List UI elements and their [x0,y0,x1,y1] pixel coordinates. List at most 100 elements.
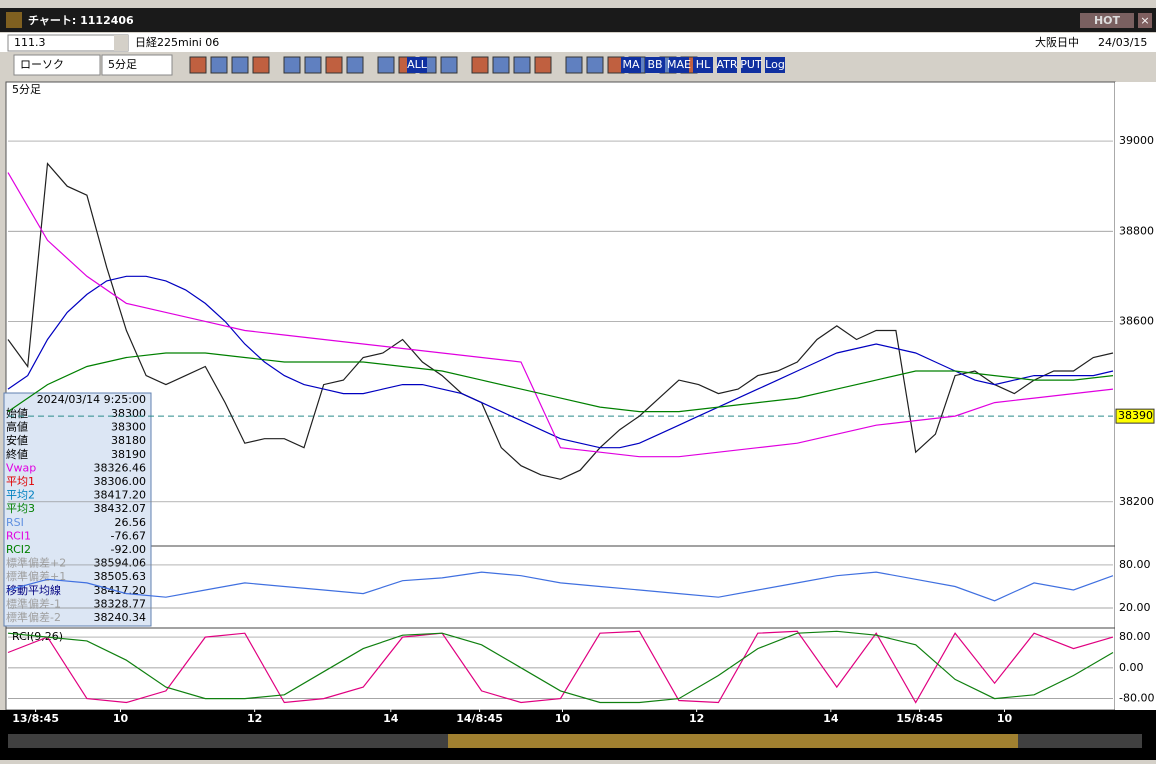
info-datetime: 2024/03/14 9:25:00 [37,393,146,406]
info-label: RCI2 [6,543,31,556]
info-label: 始値 [6,406,28,420]
info-label: 平均3 [6,502,35,515]
y-tick-label: 39000 [1119,134,1154,147]
info-label: 終値 [6,447,28,461]
tool-icon[interactable] [325,56,343,74]
panel-title: 5分足 [12,83,41,96]
hot-label[interactable]: HOT [1094,14,1121,27]
tool-icon[interactable] [645,57,665,73]
info-label: 平均2 [6,489,35,502]
interval[interactable]: 5分足 [108,58,137,71]
tool-icon[interactable] [377,56,395,74]
chart-style[interactable]: ローソク [20,58,64,71]
series-line [7,571,1114,602]
x-tick-label: 12 [247,712,262,725]
info-value: 38432.07 [94,502,147,515]
info-value: 38505.63 [94,570,147,583]
tool-icon[interactable] [471,56,489,74]
hot-button[interactable] [1080,13,1134,28]
code[interactable]: 111.3 [14,36,46,49]
interval-select[interactable] [101,54,173,76]
tool-icon-label[interactable]: MAE [667,58,691,71]
info-label: RSI [6,516,24,529]
x-tick-label: 10 [997,712,1013,725]
tool-icon[interactable] [565,56,583,74]
symbol-bar [0,33,1156,52]
x-tick-label: 12 [689,712,704,725]
tool-icon[interactable] [669,57,689,73]
info-label: 平均1 [6,475,35,488]
tool-icon[interactable] [283,56,301,74]
tool-icon-label[interactable]: MA [622,58,639,71]
x-tick-label: 14/8:45 [456,712,503,725]
tool-icon[interactable] [513,56,531,74]
current-price-tag [1115,408,1155,424]
x-tick-label: 10 [113,712,129,725]
style-select[interactable] [13,54,101,76]
tool-icon[interactable] [440,56,458,74]
info-value: 38300 [111,421,146,434]
series-line [7,352,1114,413]
tool-icon[interactable] [346,56,364,74]
info-label: 標準偏差+2 [6,556,66,570]
series-line [7,275,1114,449]
tool-icon[interactable] [189,56,207,74]
y-tick-label: 20.00 [1119,601,1151,614]
tool-icon-label[interactable]: PUT [740,58,762,71]
tool-icon[interactable] [534,56,552,74]
tool-icon[interactable] [765,57,785,73]
tool-icon[interactable] [231,56,249,74]
tool-icon-label[interactable]: ALL [407,58,428,71]
tool-icon[interactable] [304,56,322,74]
info-value: 38240.34 [94,611,147,624]
market: 大阪日中 [1035,35,1079,49]
info-value: 38306.00 [94,475,147,488]
info-value: 38417.20 [94,489,147,502]
info-label: 移動平均線 [6,583,61,597]
info-label: 標準偏差-2 [6,610,61,624]
info-value: -76.67 [111,529,146,542]
scroll-thumb[interactable] [448,734,1018,748]
axis-area [1115,82,1156,710]
app-icon [6,12,22,28]
info-value: 38417.20 [94,584,147,597]
dropdown-btn[interactable] [114,35,128,51]
tool-icon[interactable] [717,57,737,73]
x-tick-label: 15/8:45 [896,712,943,725]
tool-icon[interactable] [492,56,510,74]
series-line [7,172,1114,458]
tool-icon[interactable] [693,57,713,73]
y-tick-label: 38600 [1119,314,1154,327]
x-tick-label: 10 [555,712,571,725]
info-value: 38300 [111,407,146,420]
series-line [7,630,1114,704]
tool-icon[interactable] [407,57,427,73]
tool-icon-label[interactable]: ATR [716,58,737,71]
y-tick-label: 80.00 [1119,630,1151,643]
tool-icon[interactable] [621,57,641,73]
window-title: チャート: 1112406 [28,14,134,27]
info-label: Vwap [6,461,36,474]
tool-icon-label[interactable]: BB [647,58,662,71]
info-label: 標準偏差+1 [6,569,66,583]
info-label: 安値 [6,433,28,447]
info-value: 38180 [111,434,146,447]
tool-icon-label[interactable]: HL [696,58,711,71]
close-icon[interactable]: × [1140,14,1149,27]
info-panel [3,392,152,627]
series-line [7,162,1114,480]
info-value: 38326.46 [94,461,147,474]
tool-icon[interactable] [252,56,270,74]
close-button[interactable] [1138,13,1152,28]
tool-icon[interactable] [741,57,761,73]
info-value: 38190 [111,448,146,461]
info-label: 標準偏差-1 [6,596,61,610]
symbol: 日経225mini 06 [135,36,219,49]
x-tick-label: 13/8:45 [12,712,59,725]
toolbar-icons: ALL MA BB MAE HL ATR PUT Log [189,56,785,74]
y-tick-label: 38200 [1119,495,1154,508]
tool-icon[interactable] [210,56,228,74]
tool-icon-label[interactable]: Log [765,58,785,71]
tool-icon[interactable] [586,56,604,74]
